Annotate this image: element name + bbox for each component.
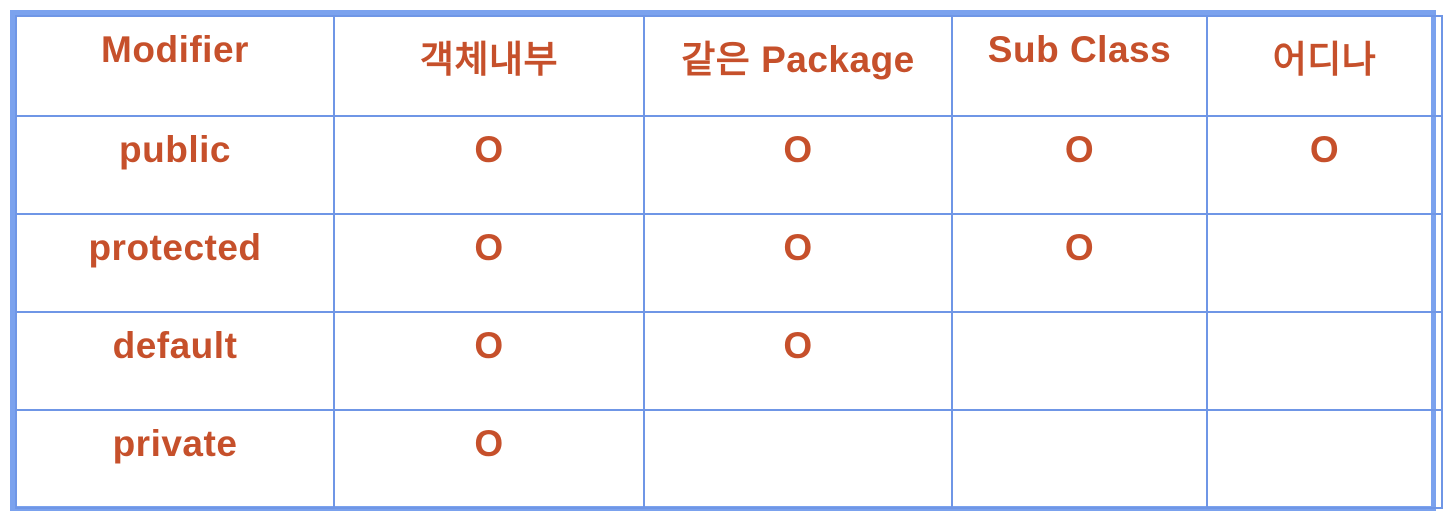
row-default: default O O <box>15 311 1443 411</box>
cell-default-anywhere <box>1206 311 1443 411</box>
access-modifier-table: Modifier 객체내부 같은 Package Sub Class 어디나 p… <box>10 10 1443 511</box>
modifier-label-default: default <box>15 311 335 411</box>
header-cell-anywhere: 어디나 <box>1206 15 1443 117</box>
cell-default-same-package: O <box>643 311 953 411</box>
row-private: private O <box>15 409 1443 509</box>
header-cell-modifier: Modifier <box>15 15 335 117</box>
cell-default-inside-object: O <box>333 311 645 411</box>
cell-private-anywhere <box>1206 409 1443 509</box>
cell-default-sub-class <box>951 311 1208 411</box>
cell-public-anywhere: O <box>1206 115 1443 215</box>
cell-public-same-package: O <box>643 115 953 215</box>
cell-public-sub-class: O <box>951 115 1208 215</box>
cell-protected-sub-class: O <box>951 213 1208 313</box>
cell-protected-anywhere <box>1206 213 1443 313</box>
modifier-label-private: private <box>15 409 335 509</box>
access-modifier-grid: Modifier 객체내부 같은 Package Sub Class 어디나 p… <box>15 15 1443 509</box>
cell-private-inside-object: O <box>333 409 645 509</box>
header-cell-sub-class: Sub Class <box>951 15 1208 117</box>
header-cell-same-package: 같은 Package <box>643 15 953 117</box>
cell-protected-inside-object: O <box>333 213 645 313</box>
cell-private-same-package <box>643 409 953 509</box>
cell-public-inside-object: O <box>333 115 645 215</box>
cell-private-sub-class <box>951 409 1208 509</box>
cell-protected-same-package: O <box>643 213 953 313</box>
row-protected: protected O O O <box>15 213 1443 313</box>
modifier-label-public: public <box>15 115 335 215</box>
header-row: Modifier 객체내부 같은 Package Sub Class 어디나 <box>15 15 1443 117</box>
header-cell-inside-object: 객체내부 <box>333 15 645 117</box>
modifier-label-protected: protected <box>15 213 335 313</box>
row-public: public O O O O <box>15 115 1443 215</box>
